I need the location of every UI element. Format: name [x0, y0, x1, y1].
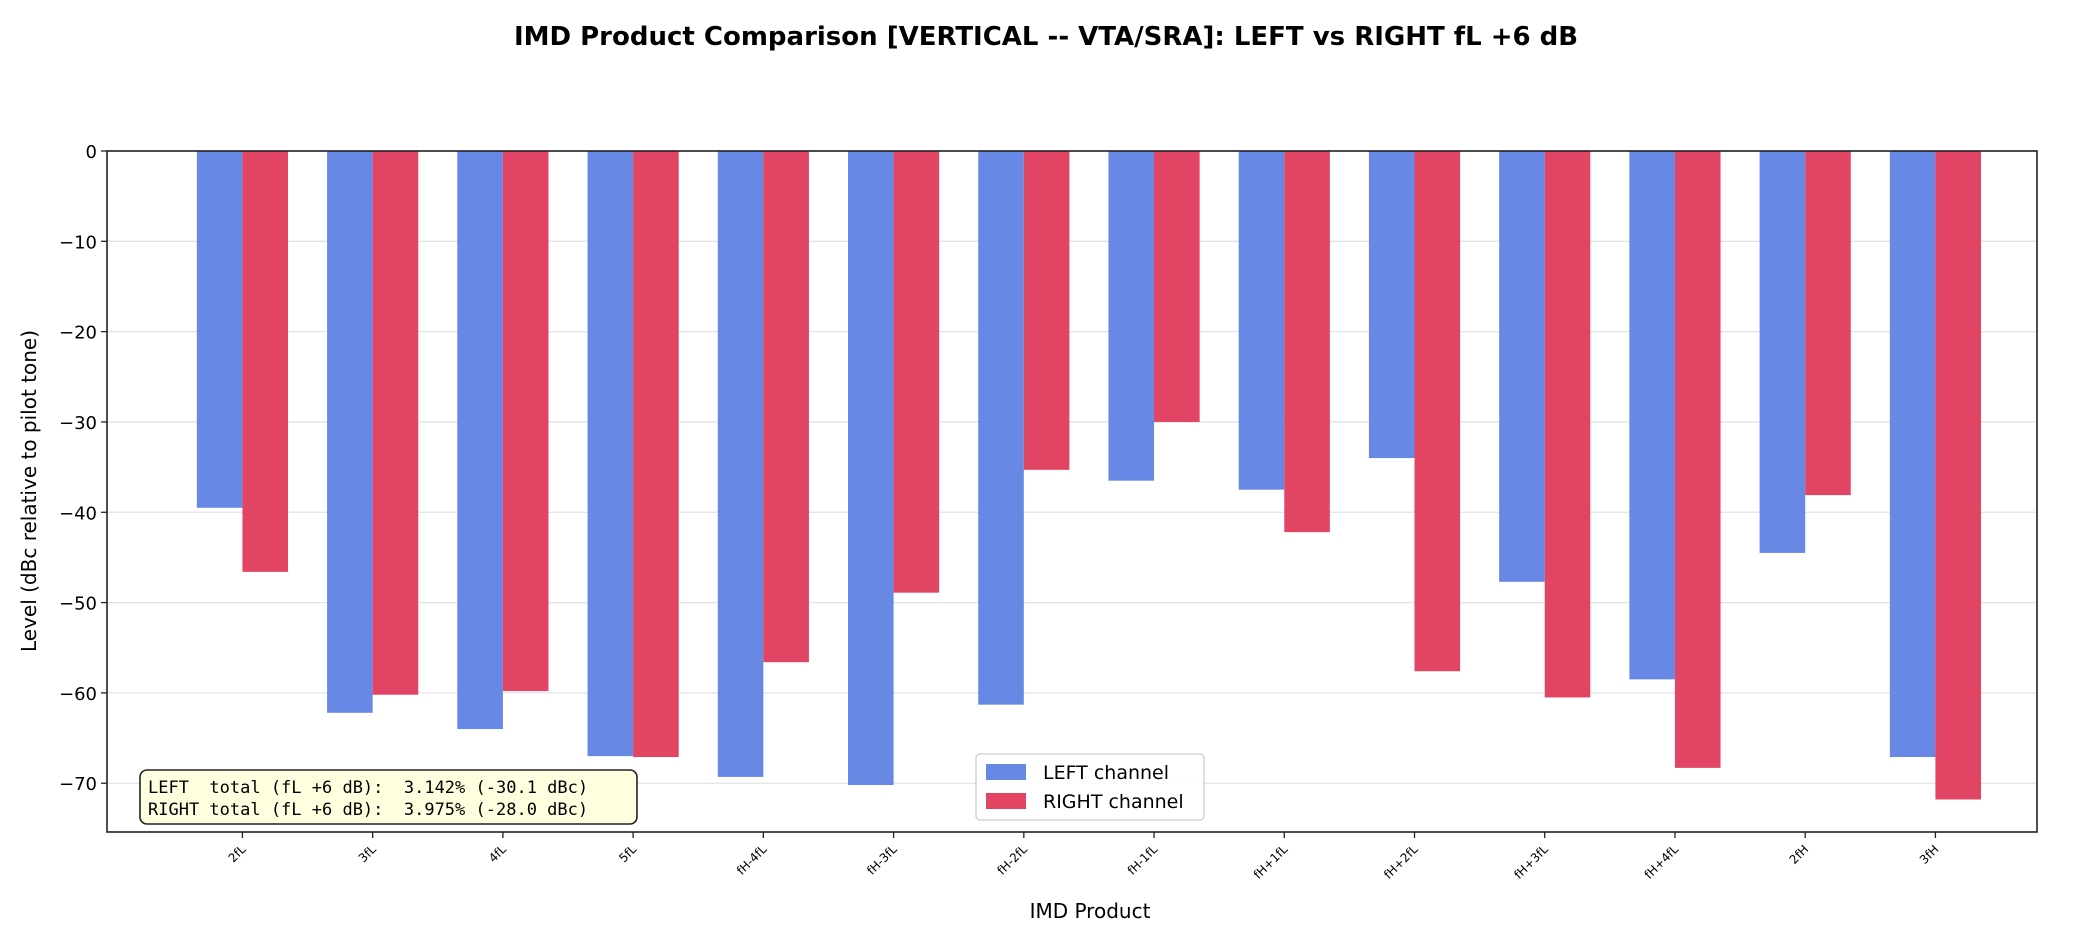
bar-left-3fL	[327, 151, 373, 713]
bar-right-3fL	[372, 151, 419, 695]
bar-right-fH+4fL	[1674, 151, 1721, 768]
plot-frame	[106, 150, 2038, 833]
x-tick-label: 2fH	[1787, 842, 1812, 867]
y-tick-label: −40	[59, 503, 97, 524]
x-tick-label: fH+2fL	[1381, 842, 1421, 882]
bar-left-3fH	[1889, 151, 1936, 758]
bar-left-fH-1fL	[1108, 151, 1155, 481]
legend-swatch-right	[986, 793, 1026, 809]
bar-left-2fH	[1759, 151, 1806, 553]
x-tick-label: fH-2fL	[994, 842, 1030, 878]
bar-left-fH+3fL	[1499, 151, 1545, 582]
y-axis-label: Level (dBc relative to pilot tone)	[17, 330, 41, 652]
bar-right-fH-4fL	[763, 151, 809, 663]
bar-right-fH+3fL	[1544, 151, 1591, 698]
bar-right-fH-1fL	[1154, 151, 1200, 422]
x-tick-label: 2fL	[226, 842, 249, 865]
annotation-right-total: RIGHT total (fL +6 dB): 3.975% (-28.0 dB…	[148, 800, 588, 820]
bar-right-4fL	[502, 151, 549, 692]
y-tick-label: −20	[59, 323, 97, 344]
legend-swatch-left	[986, 764, 1026, 780]
y-tick-label: −70	[59, 774, 97, 795]
y-tick-label: 0	[86, 142, 97, 163]
x-tick-label: 4fL	[486, 842, 509, 865]
bar-right-5fL	[633, 151, 679, 758]
bar-right-fH+1fL	[1284, 151, 1330, 533]
annotation-left-total: LEFT total (fL +6 dB): 3.142% (-30.1 dBc…	[148, 778, 588, 798]
bar-left-5fL	[587, 151, 634, 757]
bar-right-fH-2fL	[1023, 151, 1070, 470]
y-tick-label: −60	[59, 684, 97, 705]
legend-label-left: LEFT channel	[1043, 762, 1169, 784]
bar-left-fH+1fL	[1238, 151, 1285, 490]
bar-right-2fL	[242, 151, 289, 572]
x-tick-label: fH+1fL	[1251, 842, 1291, 882]
x-tick-label: 5fL	[616, 842, 639, 865]
x-tick-label: fH-1fL	[1125, 842, 1161, 878]
legend-label-right: RIGHT channel	[1043, 791, 1184, 813]
bar-right-fH-3fL	[893, 151, 940, 593]
bar-left-4fL	[457, 151, 503, 730]
bar-right-3fH	[1935, 151, 1982, 800]
legend: LEFT channel RIGHT channel	[975, 753, 1205, 821]
x-tick-label: 3fH	[1917, 842, 1942, 867]
totals-annotation: LEFT total (fL +6 dB): 3.142% (-30.1 dBc…	[139, 769, 638, 825]
bar-left-fH-3fL	[848, 151, 894, 786]
x-tick-label: fH+4fL	[1642, 842, 1682, 882]
x-tick-label: fH+3fL	[1511, 842, 1551, 882]
y-tick-label: −50	[59, 594, 97, 615]
x-tick-label: fH-4fL	[734, 842, 770, 878]
x-axis-label: IMD Product	[1030, 899, 1151, 923]
y-tick-label: −30	[59, 413, 97, 434]
bar-left-fH-4fL	[717, 151, 764, 777]
bar-right-2fH	[1805, 151, 1851, 496]
x-tick-label: 3fL	[356, 842, 379, 865]
bar-left-fH+2fL	[1368, 151, 1415, 459]
bar-left-2fL	[196, 151, 243, 508]
bar-left-fH+4fL	[1629, 151, 1675, 680]
chart-title: IMD Product Comparison [VERTICAL -- VTA/…	[514, 22, 1578, 52]
bar-left-fH-2fL	[978, 151, 1024, 705]
bar-right-fH+2fL	[1414, 151, 1461, 672]
x-tick-label: fH-3fL	[864, 842, 900, 878]
y-tick-label: −10	[59, 232, 97, 253]
